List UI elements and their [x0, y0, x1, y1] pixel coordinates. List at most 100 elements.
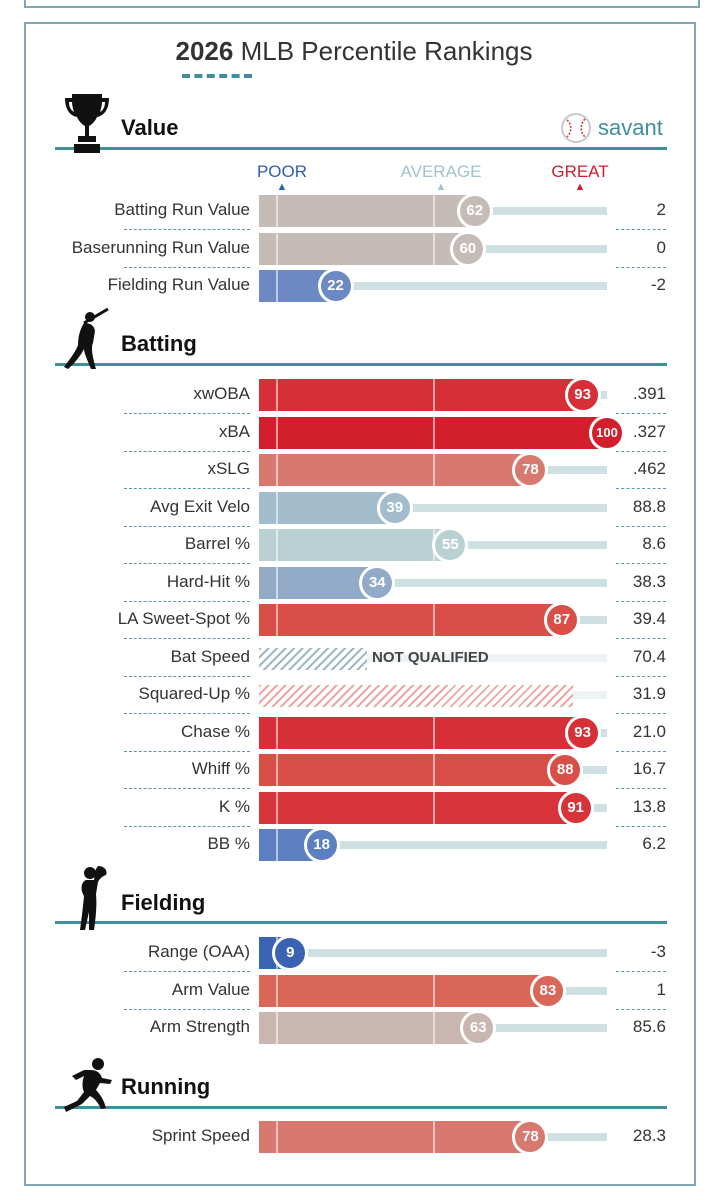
section-title-batting: Batting: [121, 331, 197, 356]
percentile-track: [530, 466, 607, 474]
metric-value: 6.2: [642, 834, 666, 853]
percentile-track: [335, 282, 607, 290]
metric-value: 28.3: [632, 1126, 666, 1145]
percentile-track: [321, 841, 607, 849]
metric-label: LA Sweet-Spot %: [117, 609, 250, 628]
scale-tick: [433, 975, 435, 1007]
percentile-track: [290, 949, 607, 957]
scale-tick: [276, 1121, 279, 1153]
row-separator: [616, 601, 666, 602]
row-separator: [616, 638, 666, 639]
row-separator: [124, 563, 250, 564]
row-separator: [124, 638, 250, 639]
percentile-card: [24, 22, 696, 1186]
metric-value: 39.4: [632, 609, 666, 628]
poor-marker-icon: ▲: [276, 181, 288, 193]
metric-value: .327: [632, 422, 666, 441]
section-divider-value: [55, 147, 667, 150]
scale-tick: [276, 717, 279, 749]
row-separator: [616, 751, 666, 752]
scale-tick: [276, 754, 279, 786]
row-separator: [124, 676, 250, 677]
title-text: MLB Percentile Rankings: [240, 36, 533, 66]
fielder-icon: [80, 866, 107, 930]
percentile-track: [474, 207, 607, 215]
row-separator: [124, 267, 250, 268]
scale-header-average-label: AVERAGE: [400, 162, 482, 181]
percentile-bubble: 22: [317, 268, 354, 304]
scale-header-great: GREAT ▲: [520, 162, 640, 193]
metric-value: .391: [632, 384, 666, 403]
percentile-track: [377, 579, 607, 587]
scale-tick: [276, 492, 279, 524]
percentile-bar: [259, 604, 562, 636]
percentile-bubble: 62: [456, 193, 493, 229]
scale-tick: [276, 604, 279, 636]
row-separator: [124, 229, 250, 230]
metric-value: 38.3: [632, 572, 666, 591]
metric-label: Arm Value: [171, 980, 250, 999]
metric-value: -3: [650, 942, 666, 961]
percentile-bar: [259, 454, 531, 486]
metric-value: 2: [656, 200, 666, 219]
row-separator: [616, 413, 666, 414]
metric-label: xBA: [218, 422, 250, 441]
scale-header-average: AVERAGE ▲: [381, 162, 501, 193]
metric-label: Batting Run Value: [114, 200, 250, 219]
row-separator: [616, 971, 666, 972]
scale-tick: [276, 1012, 279, 1044]
row-separator: [124, 788, 250, 789]
row-separator: [124, 713, 250, 714]
percentile-track: [394, 504, 607, 512]
percentile-bar: [259, 754, 566, 786]
row-separator: [616, 563, 666, 564]
metric-label: xwOBA: [193, 384, 250, 403]
metric-value: 88.8: [632, 497, 666, 516]
percentile-bubble: 78: [512, 452, 549, 488]
metric-value: 0: [656, 238, 666, 257]
metric-label: Arm Strength: [149, 1017, 250, 1036]
scale-tick: [433, 717, 435, 749]
metric-label: Chase %: [181, 722, 250, 741]
batter-icon: [64, 307, 109, 369]
percentile-bar: [259, 975, 548, 1007]
row-separator: [616, 229, 666, 230]
scale-tick: [276, 829, 279, 861]
metric-value: 31.9: [632, 684, 666, 703]
scale-tick: [276, 195, 279, 227]
scale-tick: [433, 792, 435, 824]
previous-card-edge: [24, 0, 700, 8]
percentile-track: [367, 654, 607, 662]
row-separator: [124, 488, 250, 489]
percentile-bubble: 91: [557, 790, 594, 826]
section-title-value: Value: [121, 115, 179, 140]
percentile-bubble: 88: [547, 752, 584, 788]
percentile-bubble: 93: [564, 377, 601, 413]
metric-label: xSLG: [207, 459, 250, 478]
metric-label: Whiff %: [191, 759, 250, 778]
scale-header-poor-label: POOR: [256, 162, 308, 181]
percentile-track: [467, 245, 607, 253]
trophy-icon: [65, 94, 109, 153]
section-divider-batting: [55, 363, 667, 366]
row-separator: [616, 1009, 666, 1010]
scale-header-poor: POOR ▲: [222, 162, 342, 193]
metric-label: Sprint Speed: [151, 1126, 250, 1145]
row-separator: [616, 451, 666, 452]
scale-tick: [276, 233, 279, 265]
percentile-track: [530, 1133, 607, 1141]
row-separator: [616, 713, 666, 714]
percentile-bubble: 83: [529, 973, 566, 1009]
percentile-bubble: 34: [359, 565, 396, 601]
percentile-bubble: 18: [303, 827, 340, 863]
metric-label: K %: [218, 797, 250, 816]
scale-tick: [433, 604, 435, 636]
metric-value: 8.6: [642, 534, 666, 553]
metric-value: 16.7: [632, 759, 666, 778]
metric-value: 13.8: [632, 797, 666, 816]
scale-tick: [276, 529, 279, 561]
metric-label: Hard-Hit %: [166, 572, 250, 591]
percentile-bubble: 55: [432, 527, 469, 563]
scale-header-great-label: GREAT: [551, 162, 609, 181]
metric-value: .462: [632, 459, 666, 478]
